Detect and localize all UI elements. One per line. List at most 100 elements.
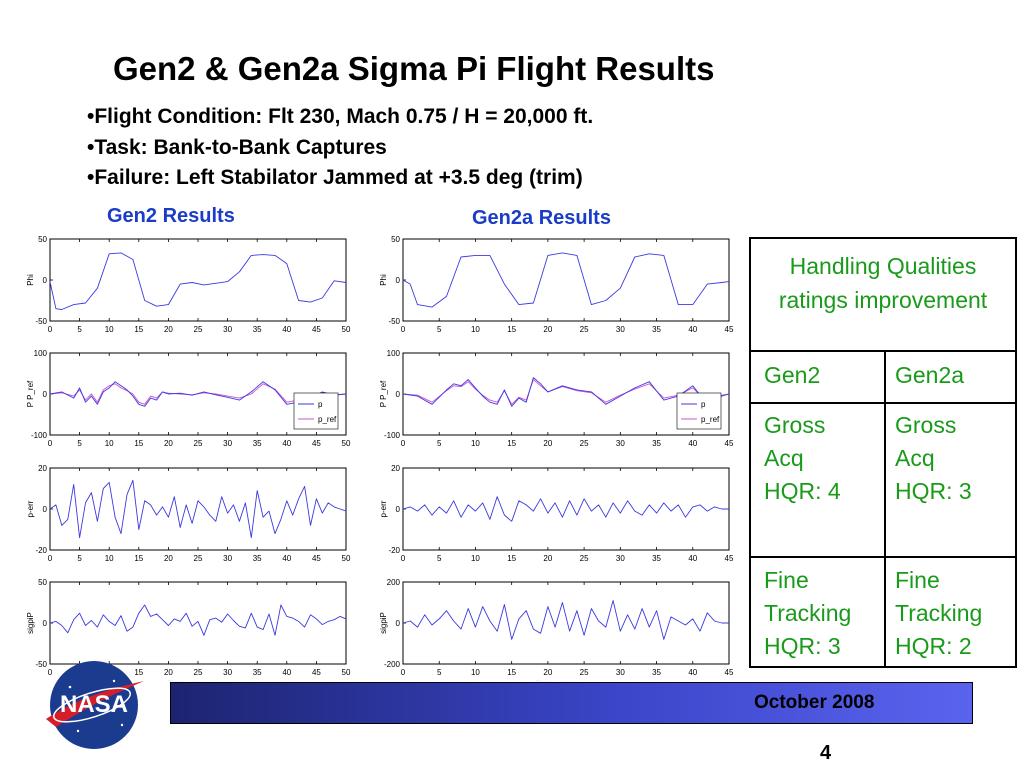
x-tick-label: 50 (342, 668, 351, 677)
x-tick-label: 30 (223, 668, 232, 677)
table-cell-line: HQR: 3 (895, 478, 972, 504)
bullet-task: •Task: Bank-to-Bank Captures (87, 135, 387, 159)
series-line (402, 600, 729, 640)
plot-frame (402, 352, 730, 436)
x-tick-label: 20 (164, 325, 173, 334)
y-axis-label: sigpiP (379, 612, 388, 634)
x-tick-label: 45 (312, 439, 321, 448)
series-line (49, 383, 347, 405)
table-cell-line: Tracking (895, 600, 983, 626)
gen2a-results-heading: Gen2a Results (472, 207, 611, 229)
x-tick-label: 35 (253, 668, 262, 677)
x-tick-label: 35 (253, 439, 262, 448)
x-tick-label: 15 (134, 668, 143, 677)
handling-qualities-table: Handling Qualities ratings improvement G… (749, 237, 1017, 668)
y-tick-label: 0 (43, 505, 48, 514)
x-tick-label: 15 (507, 325, 516, 334)
bullet-list: •Flight Condition: Flt 230, Mach 0.75 / … (87, 102, 593, 194)
x-tick-label: 5 (437, 325, 442, 334)
x-tick-label: 45 (725, 668, 734, 677)
y-tick-label: 0 (396, 276, 401, 285)
legend-label: p (318, 400, 323, 409)
x-tick-label: 50 (342, 439, 351, 448)
table-divider (751, 350, 1015, 352)
x-tick-label: 40 (688, 668, 697, 677)
x-tick-label: 45 (725, 554, 734, 563)
x-tick-label: 15 (134, 439, 143, 448)
table-divider (751, 402, 1015, 404)
x-tick-label: 5 (437, 439, 442, 448)
table-cell-line: Acq (764, 445, 804, 471)
x-tick-label: 0 (48, 439, 53, 448)
y-tick-label: 20 (391, 464, 400, 473)
slide-title: Gen2 & Gen2a Sigma Pi Flight Results (113, 50, 715, 87)
table-col-gen2a: Gen2a (895, 362, 965, 388)
x-tick-label: 0 (48, 325, 53, 334)
table-divider (884, 350, 886, 666)
table-cell-line: HQR: 3 (764, 633, 841, 659)
x-tick-label: 40 (282, 554, 291, 563)
x-tick-label: 30 (223, 325, 232, 334)
table-cell-line: Fine (764, 567, 809, 593)
x-tick-label: 25 (580, 554, 589, 563)
x-tick-label: 10 (471, 439, 480, 448)
table-cell-line: HQR: 2 (895, 633, 972, 659)
table-cell-gen2-gross: Gross Acq HQR: 4 (764, 409, 841, 508)
table-header: Handling Qualities ratings improvement (778, 253, 988, 313)
x-tick-label: 35 (253, 325, 262, 334)
x-tick-label: 25 (194, 668, 203, 677)
x-tick-label: 30 (223, 554, 232, 563)
x-tick-label: 45 (725, 439, 734, 448)
y-axis-label: p-err (379, 500, 388, 517)
table-cell-line: Fine (895, 567, 940, 593)
x-tick-label: 50 (342, 554, 351, 563)
series-line (49, 604, 347, 636)
y-axis-label: sigpiP (26, 612, 35, 634)
nasa-logo: NASA (46, 661, 144, 749)
x-tick-label: 20 (543, 668, 552, 677)
x-tick-label: 20 (164, 439, 173, 448)
x-tick-label: 10 (105, 554, 114, 563)
y-tick-label: 50 (38, 578, 47, 587)
table-col-gen2: Gen2 (764, 362, 821, 388)
y-axis-label: Phi (26, 274, 35, 286)
x-tick-label: 20 (164, 554, 173, 563)
plot-frame (402, 581, 730, 665)
y-tick-label: -200 (384, 660, 401, 669)
x-tick-label: 0 (401, 325, 406, 334)
plot-frame (402, 238, 730, 322)
x-tick-label: 35 (652, 668, 661, 677)
table-cell-gen2a-gross: Gross Acq HQR: 3 (895, 409, 972, 508)
table-cell-line: Gross (764, 412, 826, 438)
table-cell-line: Gross (895, 412, 957, 438)
x-tick-label: 20 (164, 668, 173, 677)
y-tick-label: -20 (388, 546, 400, 555)
x-tick-label: 30 (616, 668, 625, 677)
x-tick-label: 40 (688, 554, 697, 563)
series-line (49, 479, 347, 539)
x-tick-label: 0 (48, 554, 53, 563)
x-tick-label: 0 (401, 668, 406, 677)
x-tick-label: 20 (543, 439, 552, 448)
y-tick-label: 0 (43, 276, 48, 285)
x-tick-label: 30 (223, 439, 232, 448)
series-line (49, 252, 347, 310)
y-tick-label: 50 (391, 235, 400, 244)
x-tick-label: 30 (616, 439, 625, 448)
series-line (402, 377, 730, 407)
x-tick-label: 0 (48, 668, 53, 677)
x-tick-label: 35 (652, 325, 661, 334)
x-tick-label: 5 (437, 554, 442, 563)
y-tick-label: -50 (388, 317, 400, 326)
x-tick-label: 15 (134, 325, 143, 334)
y-axis-label: Phi (379, 274, 388, 286)
y-tick-label: 0 (396, 390, 401, 399)
x-tick-label: 5 (77, 554, 82, 563)
table-divider (751, 556, 1015, 558)
y-tick-label: -20 (35, 546, 47, 555)
x-tick-label: 45 (312, 554, 321, 563)
y-tick-label: 0 (396, 619, 401, 628)
x-tick-label: 30 (616, 554, 625, 563)
legend-label: p (701, 400, 706, 409)
